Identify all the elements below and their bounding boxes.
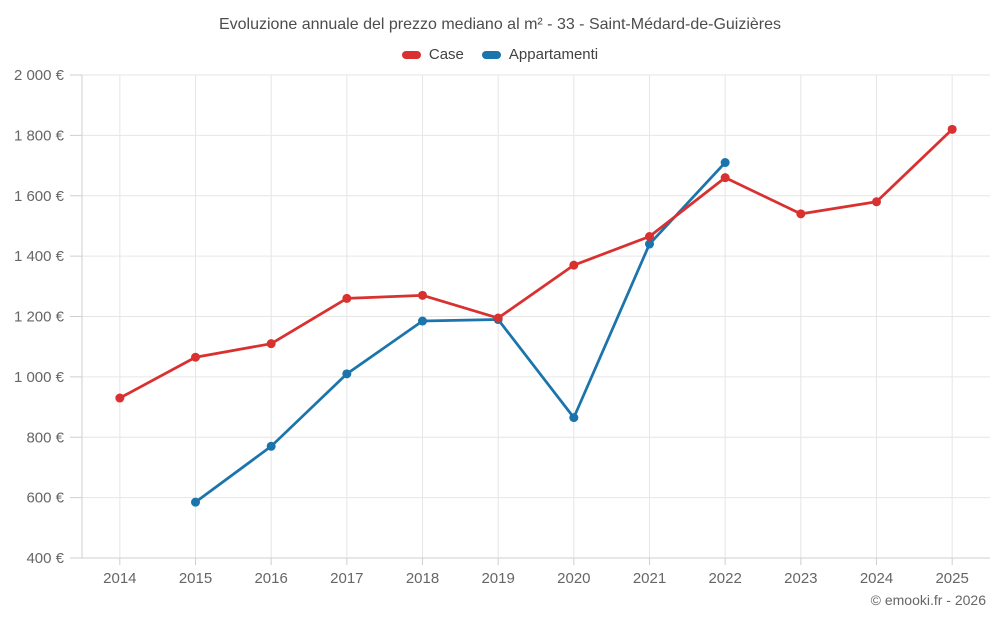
axis-labels: 400 € 600 € 800 € 1 000 € 1 200 € 1 400 € 1 60… xyxy=(14,67,969,587)
y-tick-label: 400 € xyxy=(26,550,64,567)
point-appartamenti-2015[interactable] xyxy=(191,497,200,507)
x-tick-label: 2019 xyxy=(481,570,514,587)
point-appartamenti-2022[interactable] xyxy=(720,158,730,168)
legend-item-appartamenti[interactable]: Appartamenti xyxy=(481,46,599,63)
x-tick-label: 2018 xyxy=(406,570,439,587)
point-case-2017[interactable] xyxy=(342,293,352,303)
legend: Case Appartamenti xyxy=(0,46,1000,63)
point-case-2018[interactable] xyxy=(418,290,427,300)
point-appartamenti-2020[interactable] xyxy=(569,413,579,423)
y-tick-label: 600 € xyxy=(26,490,64,507)
y-tick-label: 1 600 € xyxy=(14,188,65,205)
point-case-2014[interactable] xyxy=(115,393,125,403)
point-appartamenti-2021[interactable] xyxy=(645,239,654,249)
legend-item-case[interactable]: Case xyxy=(401,46,464,63)
x-tick-label: 2015 xyxy=(179,570,212,587)
y-tick-label: 1 200 € xyxy=(14,309,65,326)
point-case-2021[interactable] xyxy=(645,232,654,242)
point-case-2024[interactable] xyxy=(872,197,881,207)
y-tick-label: 2 000 € xyxy=(14,67,65,84)
point-appartamenti-2016[interactable] xyxy=(266,441,276,451)
y-tick-label: 1 400 € xyxy=(14,248,65,265)
series-line-case xyxy=(118,127,954,400)
series-line-appartamenti xyxy=(194,161,727,504)
y-tick-label: 1 000 € xyxy=(14,369,65,386)
point-case-2023[interactable] xyxy=(796,209,806,219)
point-case-2022[interactable] xyxy=(720,173,730,183)
y-tick-label: 800 € xyxy=(26,429,64,446)
x-tick-label: 2021 xyxy=(633,570,666,587)
legend-label-case: Case xyxy=(428,46,464,63)
y-tick-label: 1 800 € xyxy=(14,127,65,144)
copyright-credit[interactable]: © emooki.fr - 2026 xyxy=(870,592,986,608)
x-tick-label: 2016 xyxy=(254,570,287,587)
point-case-2019[interactable] xyxy=(493,313,503,323)
point-appartamenti-2018[interactable] xyxy=(418,316,427,326)
series-appartamenti xyxy=(191,158,730,507)
x-tick-label: 2014 xyxy=(103,570,136,587)
x-tick-label: 2023 xyxy=(784,570,817,587)
point-case-2025[interactable] xyxy=(947,124,957,134)
legend-swatch-appartamenti xyxy=(481,50,501,59)
point-case-2016[interactable] xyxy=(266,339,276,349)
point-appartamenti-2017[interactable] xyxy=(342,369,352,379)
legend-swatch-case xyxy=(401,50,421,59)
chart-title: Evoluzione annuale del prezzo mediano al… xyxy=(218,16,782,33)
x-tick-label: 2022 xyxy=(708,570,741,587)
x-tick-label: 2024 xyxy=(860,570,893,587)
legend-label-appartamenti: Appartamenti xyxy=(508,46,599,63)
point-case-2015[interactable] xyxy=(191,352,200,362)
point-case-2020[interactable] xyxy=(569,260,579,270)
series-case xyxy=(115,124,957,403)
x-tick-label: 2025 xyxy=(935,570,968,587)
x-tick-label: 2020 xyxy=(557,570,590,587)
x-tick-label: 2017 xyxy=(330,570,363,587)
gridlines xyxy=(70,74,990,565)
